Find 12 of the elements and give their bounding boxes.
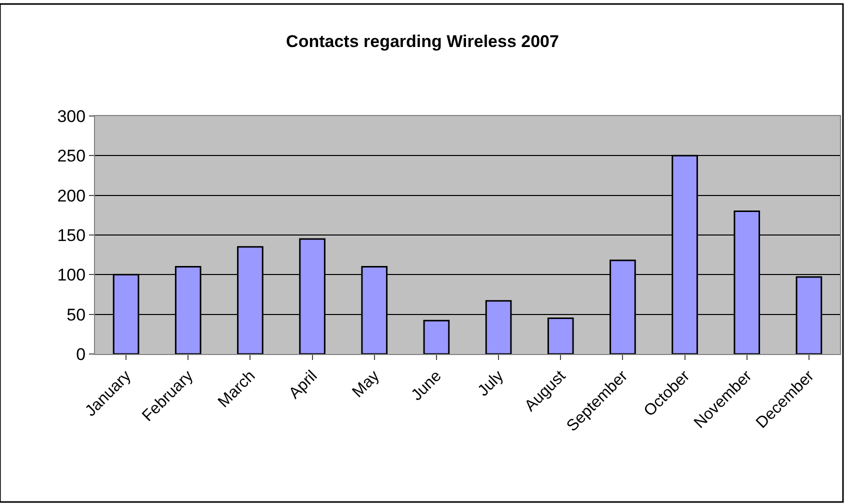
- y-tick-label: 300: [57, 106, 86, 126]
- bar: [547, 318, 574, 354]
- y-tick-label: 0: [76, 344, 86, 364]
- x-tick-label: July: [474, 368, 508, 400]
- y-tick-label: 100: [57, 266, 86, 285]
- y-tick-label: 150: [57, 226, 86, 245]
- y-tick-label: 50: [66, 305, 86, 324]
- bar: [423, 320, 450, 354]
- y-tick-label: 200: [57, 186, 86, 206]
- x-tick-label: May: [349, 368, 383, 402]
- chart-title: Contacts regarding Wireless 2007: [286, 32, 559, 52]
- y-tick-label: 250: [57, 146, 86, 166]
